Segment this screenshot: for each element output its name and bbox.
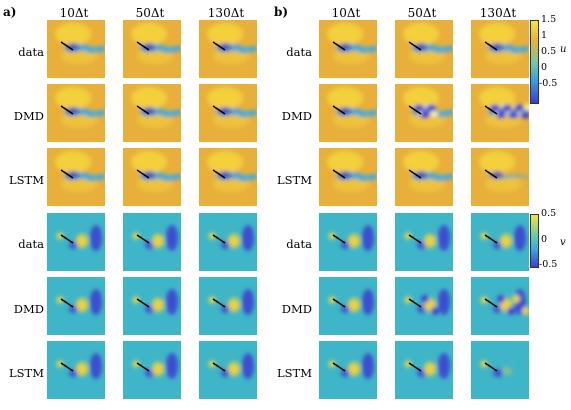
field-snapshot — [319, 213, 377, 271]
col-header-b-3: 130Δt — [479, 6, 517, 20]
panel-label-b: b) — [274, 5, 289, 19]
row-header-b-5: DMD — [281, 302, 312, 316]
col-header-a-3: 130Δt — [207, 6, 245, 20]
field-snapshot — [199, 84, 257, 142]
field-snapshot — [471, 148, 529, 206]
colorbar-u-tick-5: -0.5 — [539, 78, 558, 89]
col-header-a-2: 50Δt — [135, 6, 165, 20]
field-snapshot — [319, 148, 377, 206]
field-snapshot — [471, 277, 529, 335]
row-header-b-4: data — [286, 237, 312, 251]
field-snapshot — [47, 148, 105, 206]
field-snapshot — [319, 20, 377, 78]
row-header-a-6: LSTM — [9, 366, 44, 380]
field-snapshot — [319, 341, 377, 399]
colorbar-u — [530, 20, 539, 104]
field-snapshot — [395, 277, 453, 335]
row-header-b-3: LSTM — [277, 173, 312, 187]
colorbar-v-tick-3: -0.5 — [539, 259, 558, 270]
field-snapshot — [47, 20, 105, 78]
field-snapshot — [199, 341, 257, 399]
colorbar-u-tick-1: 1.5 — [541, 14, 557, 25]
col-header-b-1: 10Δt — [331, 6, 361, 20]
field-snapshot — [123, 148, 181, 206]
panel-label-a: a) — [3, 5, 17, 19]
colorbar-v-tick-1: 0.5 — [541, 208, 557, 219]
colorbar-v-tick-2: 0 — [541, 234, 548, 245]
field-snapshot — [395, 148, 453, 206]
row-header-b-6: LSTM — [277, 366, 312, 380]
colorbar-u-label: u — [560, 44, 567, 55]
field-snapshot — [319, 277, 377, 335]
row-header-a-2: DMD — [13, 109, 44, 123]
field-snapshot — [199, 20, 257, 78]
field-snapshot — [471, 341, 529, 399]
field-snapshot — [395, 213, 453, 271]
col-header-b-2: 50Δt — [407, 6, 437, 20]
field-snapshot — [199, 277, 257, 335]
field-snapshot — [319, 84, 377, 142]
colorbar-v — [530, 214, 539, 268]
field-snapshot — [395, 341, 453, 399]
row-header-a-1: data — [18, 45, 44, 59]
field-snapshot — [47, 84, 105, 142]
colorbar-v-label: v — [560, 237, 566, 248]
field-snapshot — [471, 84, 529, 142]
field-snapshot — [123, 84, 181, 142]
field-snapshot — [123, 341, 181, 399]
field-snapshot — [395, 84, 453, 142]
field-snapshot — [199, 148, 257, 206]
row-header-a-3: LSTM — [9, 173, 44, 187]
field-snapshot — [471, 213, 529, 271]
field-snapshot — [123, 277, 181, 335]
field-snapshot — [47, 341, 105, 399]
field-snapshot — [47, 277, 105, 335]
colorbar-u-tick-3: 0.5 — [541, 46, 557, 57]
row-header-b-2: DMD — [281, 109, 312, 123]
colorbar-u-tick-2: 1 — [541, 30, 548, 41]
field-snapshot — [123, 20, 181, 78]
row-header-a-4: data — [18, 237, 44, 251]
row-header-b-1: data — [286, 45, 312, 59]
field-snapshot — [471, 20, 529, 78]
field-snapshot — [395, 20, 453, 78]
field-snapshot — [199, 213, 257, 271]
field-snapshot — [123, 213, 181, 271]
col-header-a-1: 10Δt — [59, 6, 89, 20]
field-snapshot — [47, 213, 105, 271]
colorbar-u-tick-4: 0 — [541, 62, 548, 73]
row-header-a-5: DMD — [13, 302, 44, 316]
